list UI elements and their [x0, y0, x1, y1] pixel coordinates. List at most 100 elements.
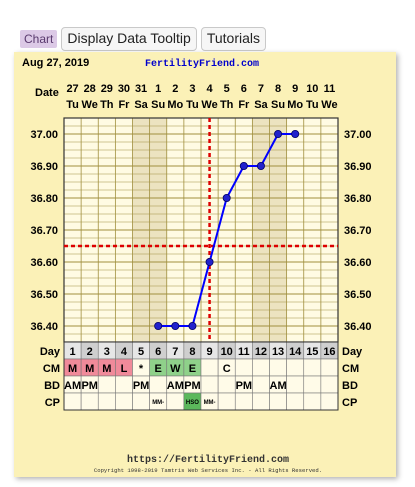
table-cell-value: PM: [133, 380, 150, 392]
table-cell-value: 14: [289, 346, 302, 358]
table-cell: [115, 375, 133, 394]
temperature-point: [239, 161, 248, 170]
table-cell: [286, 375, 305, 394]
table-cell: [269, 358, 287, 377]
row-label-right: CM: [342, 363, 359, 375]
table-cell: [97, 392, 116, 411]
table-cell-value: AM: [167, 380, 184, 392]
weekday-label: Fr: [238, 99, 250, 111]
date-label: 29: [101, 83, 113, 95]
weekday-label: Th: [100, 99, 114, 111]
table-cell: [132, 392, 150, 411]
table-cell-value: AM: [64, 380, 81, 392]
y-tick-label-left: 36.40: [30, 321, 58, 333]
temperature-point: [291, 129, 300, 138]
table-cell-value: W: [170, 363, 181, 375]
date-row-label: Date: [35, 87, 59, 99]
table-cell-value: 15: [306, 346, 318, 358]
table-cell-value: E: [189, 363, 196, 375]
table-cell-value: 9: [207, 346, 213, 358]
row-label-left: CM: [43, 363, 60, 375]
weekday-label: Tu: [66, 99, 79, 111]
table-cell: [303, 375, 322, 394]
table-cell-value: AM: [270, 380, 287, 392]
table-cell: [286, 392, 305, 411]
table-cell: [320, 358, 339, 377]
weekday-label: Sa: [134, 99, 148, 111]
table-cell-value: HSO: [186, 400, 199, 406]
date-label: 28: [84, 83, 96, 95]
table-cell: [252, 375, 270, 394]
chart-tab[interactable]: Chart: [20, 30, 58, 48]
table-cell: [217, 375, 236, 394]
table-cell-value: PM: [236, 380, 253, 392]
table-cell: [166, 392, 185, 411]
table-cell-value: 16: [323, 346, 335, 358]
table-cell: [320, 375, 339, 394]
weekday-label: Tu: [186, 99, 199, 111]
footer-copyright: Copyright 1998-2019 Tamtris Web Services…: [94, 467, 322, 474]
display-data-tooltip-button[interactable]: Display Data Tooltip: [61, 27, 197, 51]
weekday-label: We: [321, 99, 337, 111]
y-tick-label-left: 36.70: [30, 225, 58, 237]
table-cell-value: M: [102, 363, 111, 375]
table-cell-value: 4: [121, 346, 128, 358]
temperature-point: [256, 161, 265, 170]
table-cell-value: 3: [104, 346, 110, 358]
date-label: 9: [292, 83, 298, 95]
table-cell: [320, 392, 339, 411]
table-cell: [115, 392, 133, 411]
table-cell-value: 1: [70, 346, 76, 358]
y-tick-label-right: 36.70: [344, 225, 372, 237]
table-cell-value: 5: [138, 346, 144, 358]
date-label: 30: [118, 83, 130, 95]
date-label: 8: [275, 83, 281, 95]
table-cell: [286, 358, 305, 377]
table-cell-value: 12: [255, 346, 267, 358]
row-label-right: BD: [342, 380, 358, 392]
table-cell-value: L: [121, 363, 128, 375]
date-label: 31: [135, 83, 147, 95]
table-cell: [303, 392, 322, 411]
weekday-label: Tu: [306, 99, 319, 111]
row-label-left: CP: [45, 397, 60, 409]
table-cell: [63, 392, 82, 411]
table-cell: [269, 392, 287, 411]
row-label-right: CP: [342, 397, 357, 409]
table-cell-value: 13: [272, 346, 284, 358]
weekday-label: Sa: [254, 99, 268, 111]
date-label: 3: [189, 83, 195, 95]
temperature-point: [222, 193, 231, 202]
table-cell: [200, 358, 219, 377]
table-cell: [303, 358, 322, 377]
table-cell: [200, 375, 219, 394]
temperature-point: [154, 321, 163, 330]
weekday-label: Fr: [118, 99, 130, 111]
table-cell-value: 7: [172, 346, 178, 358]
y-tick-label-right: 36.90: [344, 161, 372, 173]
y-tick-label-left: 37.00: [30, 129, 58, 141]
y-tick-label-left: 36.90: [30, 161, 58, 173]
table-cell: [234, 392, 253, 411]
table-cell-value: PM: [81, 380, 98, 392]
y-tick-label-right: 36.50: [344, 289, 372, 301]
table-cell-value: C: [223, 363, 231, 375]
temperature-point: [171, 321, 180, 330]
table-cell-value: M: [68, 363, 77, 375]
tutorials-button[interactable]: Tutorials: [200, 27, 266, 51]
temperature-point: [188, 321, 197, 330]
weekday-label: Mo: [167, 99, 183, 111]
date-label: 7: [258, 83, 264, 95]
table-border: [63, 341, 339, 411]
date-label: 4: [207, 83, 214, 95]
temperature-point: [274, 129, 283, 138]
temperature-point: [205, 257, 214, 266]
table-cell-value: MM-: [204, 400, 216, 406]
date-label: 11: [324, 83, 336, 95]
date-label: 27: [66, 83, 78, 95]
table-cell: [80, 392, 99, 411]
weekday-label: We: [201, 99, 217, 111]
row-label-left: Day: [40, 346, 61, 358]
y-tick-label-left: 36.80: [30, 193, 58, 205]
